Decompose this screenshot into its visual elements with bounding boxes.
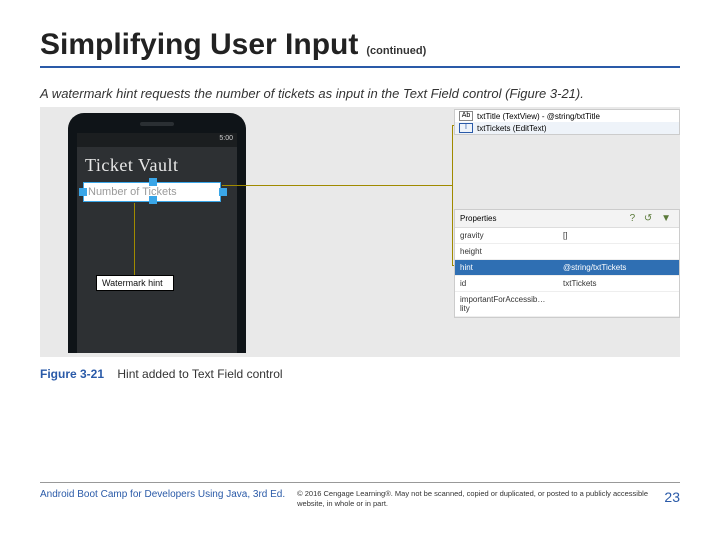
selection-handle <box>149 178 157 186</box>
callout-watermark-hint: Watermark hint <box>96 275 174 291</box>
property-value: @string/txtTickets <box>558 260 679 276</box>
status-bar: 5:00 <box>77 133 237 147</box>
status-time: 5:00 <box>219 135 233 142</box>
property-name: height <box>455 244 558 260</box>
slide-title-row: Simplifying User Input (continued) <box>40 28 680 68</box>
tree-row-label: txtTitle (TextView) - @string/txtTitle <box>477 112 600 121</box>
properties-toolbar-icons[interactable]: ? ↺ ▼ <box>630 213 674 224</box>
property-value: txtTickets <box>558 276 679 292</box>
properties-table: gravity[]heighthint@string/txtTicketsidt… <box>455 228 679 317</box>
property-row[interactable]: height <box>455 244 679 260</box>
footer-copyright: © 2016 Cengage Learning®. May not be sca… <box>297 489 652 508</box>
property-row[interactable]: importantForAccessib…lity <box>455 292 679 317</box>
figure-label-text: Hint added to Text Field control <box>117 367 282 381</box>
figure-area: 5:00 Ticket Vault Number of Tickets Wate… <box>40 107 680 357</box>
footer-book-title: Android Boot Camp for Developers Using J… <box>40 489 285 500</box>
property-value <box>558 244 679 260</box>
footer-page-number: 23 <box>664 489 680 505</box>
figure-caption: A watermark hint requests the number of … <box>40 86 680 101</box>
slide-title: Simplifying User Input <box>40 28 358 62</box>
property-name: gravity <box>455 228 558 244</box>
selection-handle <box>149 196 157 204</box>
figure-label: Figure 3-21 Hint added to Text Field con… <box>40 367 680 381</box>
slide-title-continued: (continued) <box>366 45 426 57</box>
property-row[interactable]: hint@string/txtTickets <box>455 260 679 276</box>
app-title: Ticket Vault <box>77 147 237 180</box>
figure-number: Figure 3-21 <box>40 367 104 381</box>
component-tree-panel: Ab txtTitle (TextView) - @string/txtTitl… <box>454 109 680 135</box>
property-value <box>558 292 679 317</box>
hint-input-wrapper: Number of Tickets <box>83 182 231 202</box>
phone-speaker <box>140 122 174 126</box>
properties-header-label: Properties <box>460 214 496 223</box>
slide-footer: Android Boot Camp for Developers Using J… <box>40 482 680 508</box>
property-name: importantForAccessib…lity <box>455 292 558 317</box>
tree-row-label: txtTickets (EditText) <box>477 124 547 133</box>
property-row[interactable]: gravity[] <box>455 228 679 244</box>
property-name: id <box>455 276 558 292</box>
phone-screen: 5:00 Ticket Vault Number of Tickets <box>77 133 237 353</box>
property-value: [] <box>558 228 679 244</box>
leader-line <box>134 203 135 275</box>
leader-line <box>452 125 453 265</box>
tree-row-txttickets[interactable]: I txtTickets (EditText) <box>455 122 679 134</box>
textview-icon: Ab <box>459 111 473 121</box>
properties-panel: Properties ? ↺ ▼ gravity[]heighthint@str… <box>454 209 680 318</box>
tree-row-txttitle[interactable]: Ab txtTitle (TextView) - @string/txtTitl… <box>455 110 679 122</box>
leader-line <box>222 185 452 186</box>
property-name: hint <box>455 260 558 276</box>
property-row[interactable]: idtxtTickets <box>455 276 679 292</box>
edittext-icon: I <box>459 123 473 133</box>
phone-mockup: 5:00 Ticket Vault Number of Tickets <box>68 113 246 353</box>
